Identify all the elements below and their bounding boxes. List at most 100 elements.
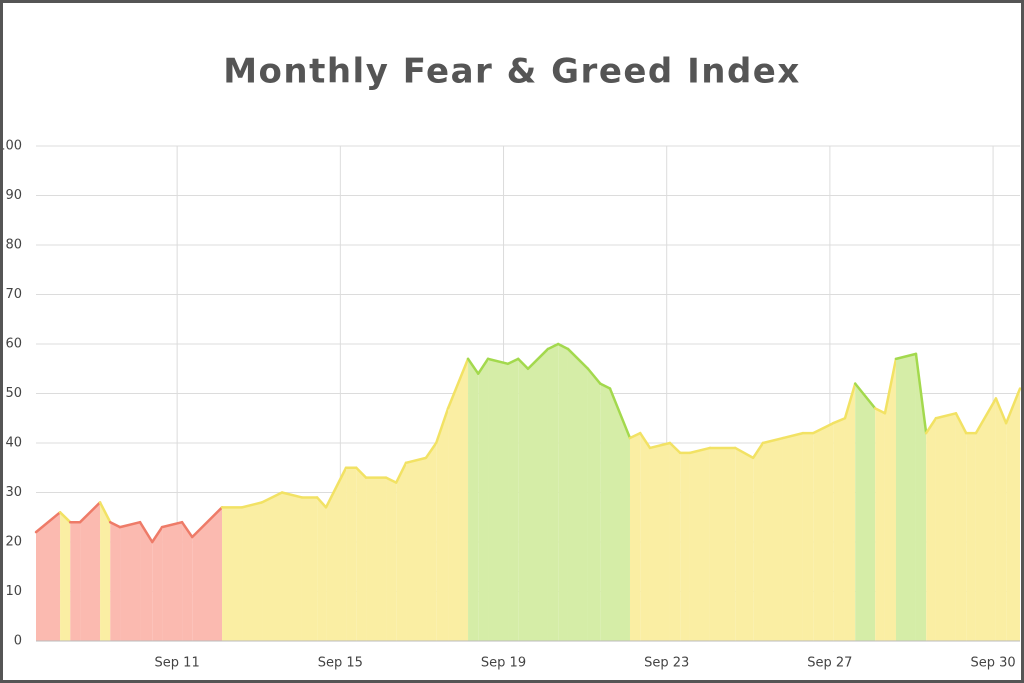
x-tick-label: Sep 23 [644, 656, 689, 671]
x-tick-label: Sep 11 [155, 656, 200, 671]
area-segment [326, 467, 347, 641]
area-segment [140, 522, 153, 641]
area-segment [36, 512, 61, 641]
y-tick-label: 70 [5, 287, 22, 302]
area-segment [915, 353, 927, 641]
line-segment [586, 367, 602, 385]
area-segment [262, 492, 282, 641]
area-segment [396, 462, 407, 641]
y-tick-label: 0 [14, 634, 22, 649]
line-segment [446, 357, 470, 410]
line-segment [761, 436, 785, 445]
line-segment [434, 407, 450, 445]
area-segment [488, 358, 509, 641]
line-segment [914, 352, 928, 435]
line-segment [324, 466, 348, 509]
area-segment [192, 507, 223, 641]
area-segment [386, 477, 397, 641]
area-segment [995, 398, 1007, 641]
y-tick-label: 90 [5, 188, 22, 203]
area-segment [528, 348, 548, 641]
area-segment [222, 507, 243, 641]
area-segment [100, 502, 111, 641]
y-tick-label: 30 [5, 485, 22, 500]
y-tick-label: 60 [5, 337, 22, 352]
area-segment [875, 408, 885, 641]
line-segment [506, 357, 520, 366]
line-segment [994, 397, 1008, 425]
area-segment [884, 358, 896, 641]
line-segment [260, 491, 284, 504]
area-segment [680, 452, 690, 641]
y-tick-label: 100 [0, 139, 22, 154]
area-segment [895, 353, 916, 641]
line-segment [486, 357, 510, 366]
line-segment [831, 417, 847, 425]
area-segment [426, 443, 437, 641]
line-segment [180, 520, 194, 539]
line-segment [883, 357, 898, 415]
area-segment [610, 388, 630, 641]
area-segment [80, 502, 101, 641]
line-segment [688, 446, 712, 455]
line-segment [354, 466, 368, 479]
area-segment [762, 438, 783, 641]
area-segment [600, 383, 610, 641]
line-segment [98, 501, 112, 524]
line-segment [190, 506, 224, 539]
area-segment [966, 433, 976, 641]
line-segment [638, 431, 652, 450]
x-tick-label: Sep 19 [481, 656, 526, 671]
line-segment [954, 412, 968, 435]
line-segment [751, 441, 765, 460]
area-segment [110, 522, 121, 641]
line-segment [668, 441, 682, 455]
area-segment [629, 433, 641, 641]
area-segment [833, 418, 845, 641]
line-segment [873, 407, 887, 415]
area-segment [301, 497, 318, 641]
line-segment [78, 501, 102, 524]
area-segment [120, 522, 141, 641]
area-segment [152, 527, 163, 641]
area-segment [182, 522, 193, 641]
area-segment [346, 467, 357, 641]
line-segment [118, 520, 142, 529]
line-segment [394, 461, 408, 484]
line-segment [733, 446, 755, 460]
area-segment [975, 398, 996, 641]
line-segment [781, 431, 805, 440]
line-segment [974, 397, 998, 435]
area-segment [478, 358, 489, 641]
y-tick-label: 40 [5, 436, 22, 451]
line-segment [1004, 387, 1022, 425]
line-segment [843, 382, 857, 420]
line-segment [648, 441, 672, 450]
area-segment [406, 457, 427, 641]
area-segment [844, 383, 856, 641]
line-segment [384, 476, 398, 484]
line-segment [58, 511, 72, 524]
line-segment [628, 431, 642, 440]
area-segment [436, 408, 449, 641]
line-segment [466, 357, 480, 375]
area-segment [782, 433, 803, 641]
line-segment [546, 342, 560, 351]
area-segment [926, 418, 936, 641]
area-segment [518, 358, 528, 641]
area-segment [753, 443, 763, 641]
x-tick-label: Sep 27 [807, 656, 852, 671]
area-segment [468, 358, 479, 641]
area-segment [955, 413, 967, 641]
y-tick-label: 50 [5, 386, 22, 401]
line-segment [34, 511, 62, 534]
area-segment [366, 477, 387, 641]
area-segment [813, 423, 834, 641]
area-segment [558, 344, 568, 641]
area-segment [356, 467, 367, 641]
line-segment [556, 342, 570, 351]
area-segment [547, 344, 559, 641]
area-segment [317, 497, 327, 641]
y-tick-label: 80 [5, 238, 22, 253]
line-segment [608, 387, 632, 440]
